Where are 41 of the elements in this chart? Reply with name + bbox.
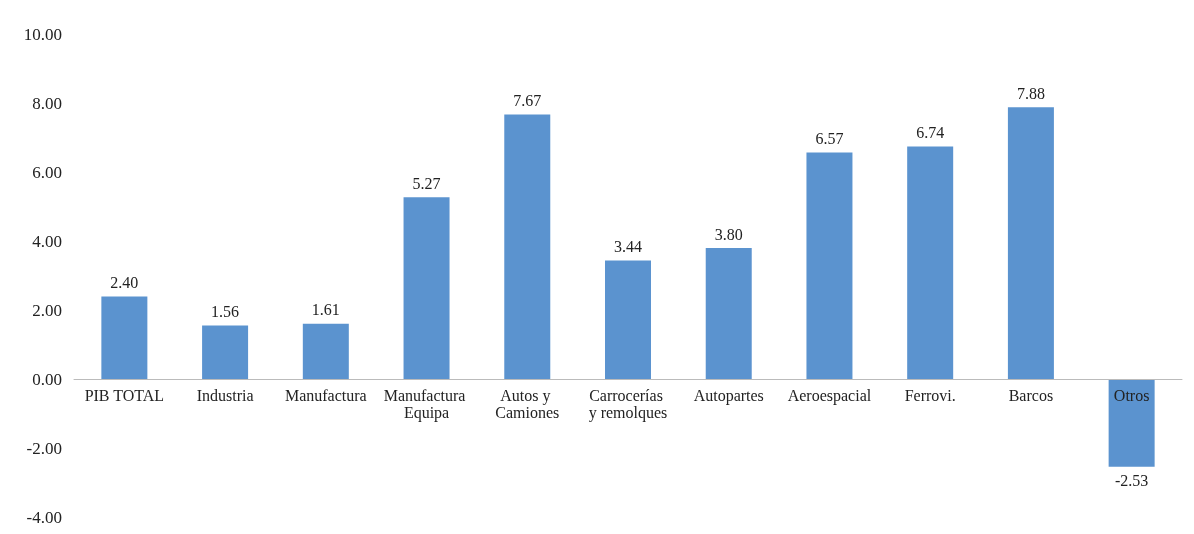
data-label: 6.57 — [815, 129, 844, 147]
data-label: 5.27 — [412, 174, 441, 192]
x-tick-label: PIB TOTAL — [84, 387, 165, 405]
y-tick-label: 2.00 — [32, 300, 62, 320]
y-tick-label: 10.00 — [23, 24, 62, 44]
bar — [1007, 107, 1054, 380]
x-tick-label: Industria — [196, 387, 254, 405]
data-label: 3.80 — [714, 225, 743, 243]
bar — [302, 323, 349, 380]
x-tick-label: Manufactura — [284, 387, 367, 405]
bar — [403, 197, 450, 380]
x-tick-label: Manufactura Equipa — [383, 387, 470, 423]
data-label: 7.88 — [1016, 84, 1045, 102]
bar — [705, 248, 752, 380]
bar — [806, 152, 853, 380]
y-tick-label: 0.00 — [32, 369, 62, 389]
data-label: 6.74 — [916, 124, 945, 142]
bar — [1108, 379, 1155, 467]
y-tick-label: 6.00 — [32, 162, 62, 182]
bar — [504, 114, 551, 380]
data-label: 7.67 — [513, 91, 542, 109]
bar — [605, 260, 651, 380]
x-tick-label: Barcos — [1008, 387, 1054, 405]
y-tick-label: -4.00 — [26, 508, 62, 527]
y-tick-label: 8.00 — [32, 93, 62, 113]
bar — [907, 146, 954, 380]
bar — [101, 296, 148, 380]
data-label: 1.61 — [311, 301, 340, 319]
data-label: -2.53 — [1114, 472, 1149, 490]
x-tick-label: Autopartes — [693, 387, 764, 406]
y-tick-label: 4.00 — [32, 231, 62, 251]
x-tick-label: Ferrovi. — [904, 387, 956, 405]
y-tick-label: -2.00 — [26, 438, 62, 458]
data-label: 1.56 — [211, 302, 240, 320]
x-tick-label: Carrocerías y remolques — [588, 387, 668, 423]
bar — [202, 325, 249, 380]
x-tick-label: Autos y Camiones — [495, 387, 560, 422]
x-tick-label: Otros — [1113, 387, 1150, 405]
data-label: 3.44 — [614, 238, 642, 256]
data-label: 2.40 — [110, 273, 139, 291]
x-tick-label: Aeroespacial — [787, 387, 872, 406]
